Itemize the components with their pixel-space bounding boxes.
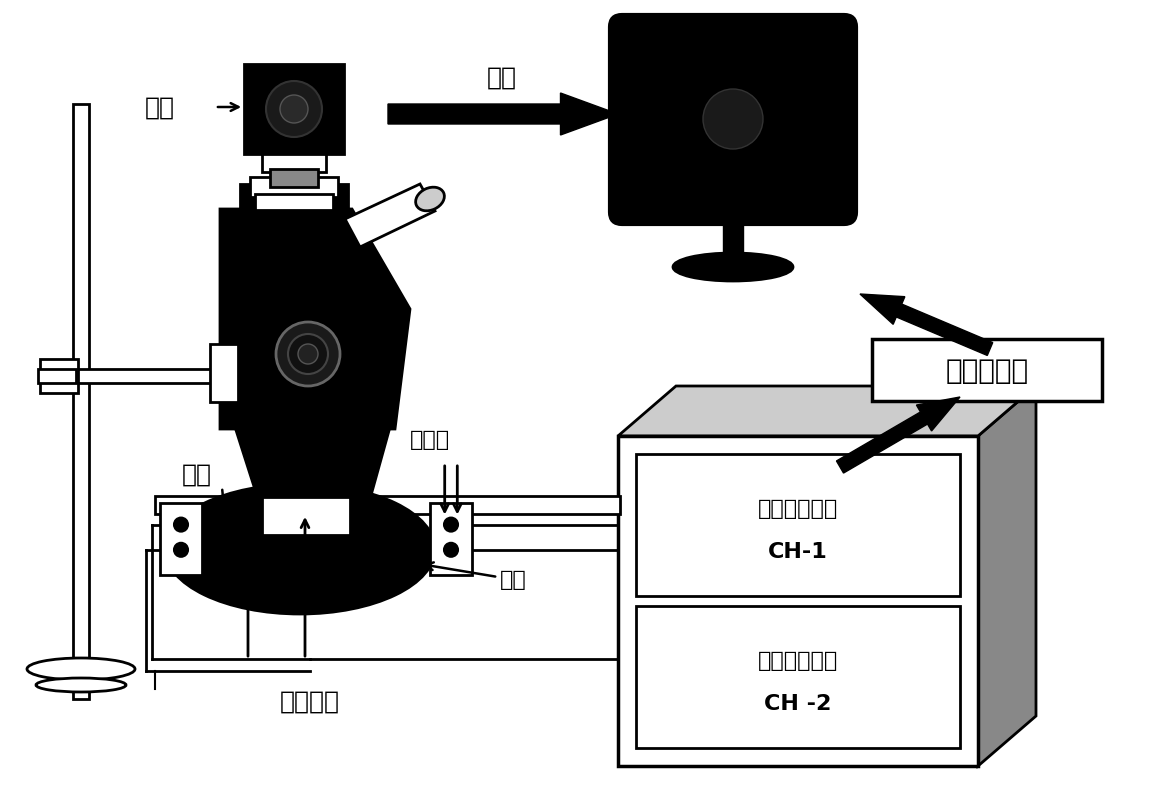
Bar: [72, 370, 258, 383]
Polygon shape: [836, 398, 960, 473]
Polygon shape: [860, 294, 992, 356]
Text: 控制电线: 控制电线: [279, 689, 340, 713]
Bar: [872, 339, 1102, 402]
Text: 录像: 录像: [486, 66, 518, 90]
Bar: [155, 496, 620, 514]
Bar: [636, 606, 960, 748]
Circle shape: [174, 518, 187, 532]
Bar: [160, 504, 202, 575]
Text: 热电偶: 热电偶: [409, 429, 450, 449]
Ellipse shape: [26, 658, 135, 680]
Circle shape: [444, 543, 458, 557]
Circle shape: [174, 543, 187, 557]
Polygon shape: [235, 427, 390, 500]
Circle shape: [444, 518, 458, 532]
Bar: [636, 455, 960, 596]
Text: CH -2: CH -2: [765, 693, 831, 713]
Circle shape: [298, 345, 319, 365]
Bar: [618, 436, 978, 766]
Bar: [40, 359, 78, 394]
Bar: [430, 504, 472, 575]
Bar: [244, 65, 344, 155]
Polygon shape: [388, 94, 618, 136]
Bar: [240, 184, 348, 280]
Bar: [255, 195, 334, 211]
Ellipse shape: [673, 253, 794, 282]
Text: 相机: 相机: [145, 96, 175, 119]
Bar: [262, 497, 350, 535]
Circle shape: [288, 334, 328, 375]
Text: CH-1: CH-1: [768, 541, 828, 561]
Text: 热电偶控制柜: 热电偶控制柜: [758, 650, 838, 670]
Polygon shape: [345, 184, 435, 248]
Bar: [210, 345, 238, 403]
Text: 炉膛: 炉膛: [182, 463, 212, 486]
Bar: [723, 213, 743, 257]
Circle shape: [266, 82, 322, 138]
Bar: [72, 105, 89, 699]
Ellipse shape: [164, 484, 435, 614]
Polygon shape: [978, 387, 1036, 766]
Polygon shape: [618, 387, 1036, 436]
Circle shape: [279, 96, 308, 124]
Text: 样品: 样品: [500, 569, 527, 589]
Bar: [250, 178, 338, 198]
Bar: [262, 155, 325, 172]
Polygon shape: [220, 210, 411, 429]
Circle shape: [703, 90, 762, 150]
Ellipse shape: [415, 188, 444, 212]
Text: 热电偶控制柜: 热电偶控制柜: [758, 498, 838, 518]
Bar: [38, 370, 76, 383]
Bar: [270, 170, 319, 188]
Text: 信号转换器: 信号转换器: [945, 357, 1028, 384]
Ellipse shape: [36, 678, 126, 692]
FancyBboxPatch shape: [610, 16, 856, 225]
Circle shape: [276, 322, 340, 387]
